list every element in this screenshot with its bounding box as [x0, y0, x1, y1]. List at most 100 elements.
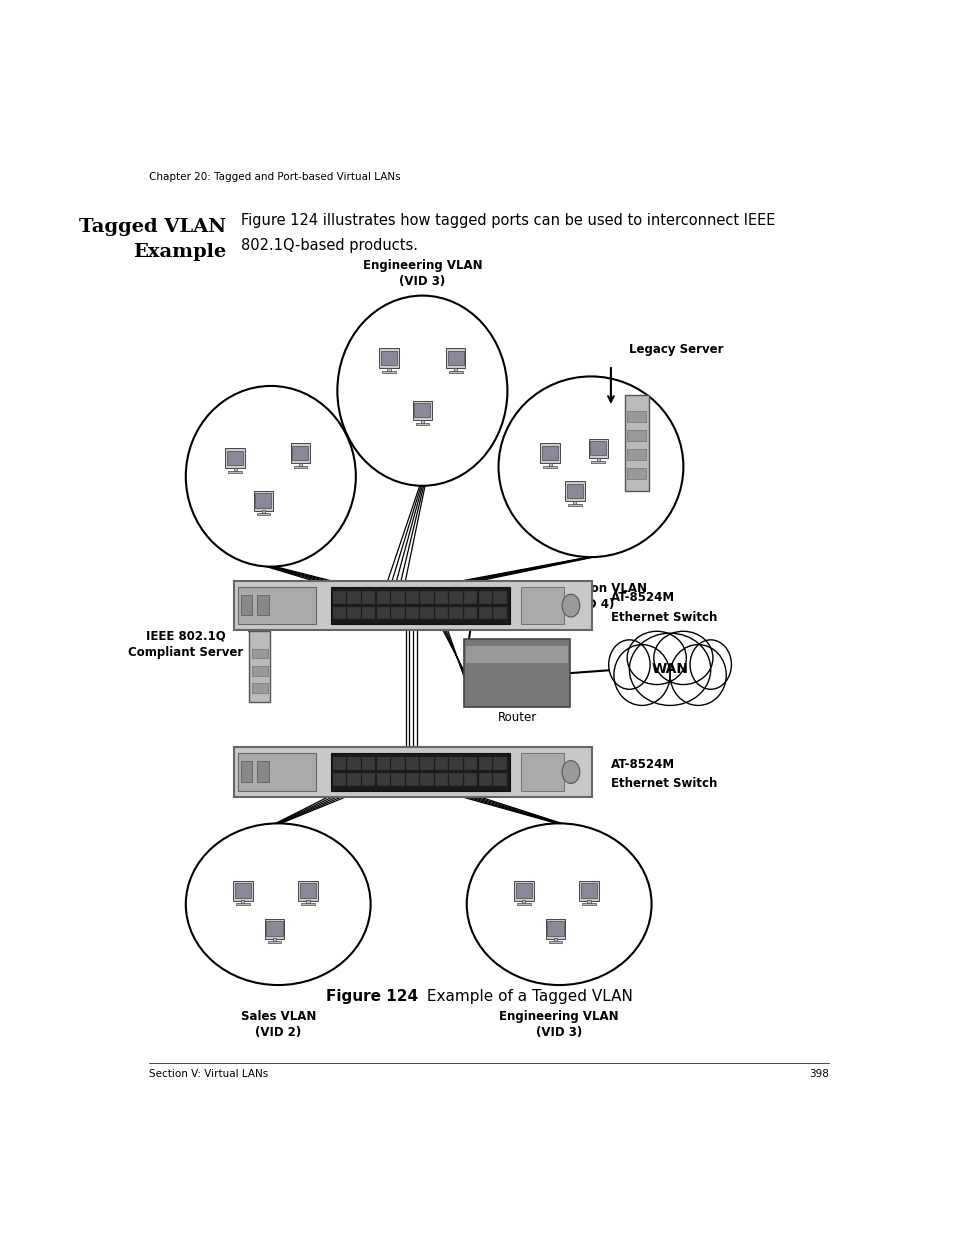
FancyBboxPatch shape [493, 606, 506, 620]
FancyBboxPatch shape [626, 430, 646, 441]
FancyBboxPatch shape [588, 438, 608, 458]
Text: (VID 3): (VID 3) [399, 275, 445, 288]
FancyBboxPatch shape [596, 458, 599, 462]
FancyBboxPatch shape [548, 941, 561, 944]
FancyBboxPatch shape [300, 903, 314, 905]
FancyBboxPatch shape [463, 606, 477, 620]
FancyBboxPatch shape [478, 606, 492, 620]
FancyBboxPatch shape [255, 494, 272, 508]
FancyBboxPatch shape [573, 501, 576, 505]
FancyBboxPatch shape [541, 446, 558, 461]
Text: Production VLAN: Production VLAN [535, 582, 646, 595]
FancyBboxPatch shape [249, 631, 270, 703]
Text: AT-8524M: AT-8524M [610, 758, 675, 771]
FancyBboxPatch shape [626, 448, 646, 461]
FancyBboxPatch shape [540, 443, 559, 463]
Text: Sales VLAN: Sales VLAN [240, 1010, 315, 1023]
FancyBboxPatch shape [240, 595, 252, 615]
FancyBboxPatch shape [420, 420, 424, 424]
FancyBboxPatch shape [240, 761, 252, 782]
Text: WAN: WAN [651, 662, 688, 677]
Ellipse shape [669, 645, 725, 705]
FancyBboxPatch shape [376, 606, 390, 620]
FancyBboxPatch shape [333, 590, 346, 604]
FancyBboxPatch shape [543, 466, 557, 468]
FancyBboxPatch shape [298, 463, 302, 467]
FancyBboxPatch shape [463, 757, 477, 771]
FancyBboxPatch shape [435, 757, 448, 771]
FancyBboxPatch shape [376, 590, 390, 604]
FancyBboxPatch shape [233, 580, 592, 630]
FancyBboxPatch shape [361, 773, 375, 785]
Text: Tagged VLAN: Tagged VLAN [79, 217, 226, 236]
FancyBboxPatch shape [252, 666, 268, 676]
FancyBboxPatch shape [391, 606, 404, 620]
FancyBboxPatch shape [391, 773, 404, 785]
FancyBboxPatch shape [297, 881, 317, 900]
FancyBboxPatch shape [266, 921, 282, 936]
FancyBboxPatch shape [380, 351, 396, 366]
FancyBboxPatch shape [420, 590, 434, 604]
Ellipse shape [689, 640, 731, 689]
Text: Figure 124: Figure 124 [326, 989, 418, 1004]
Text: Sales VLAN: Sales VLAN [233, 592, 308, 605]
FancyBboxPatch shape [387, 368, 391, 372]
FancyBboxPatch shape [333, 773, 346, 785]
Text: Ethernet Switch: Ethernet Switch [610, 777, 717, 790]
Text: Legacy Server: Legacy Server [629, 342, 723, 356]
FancyBboxPatch shape [228, 471, 242, 473]
FancyBboxPatch shape [253, 490, 273, 511]
FancyBboxPatch shape [299, 883, 315, 898]
Text: Router: Router [497, 711, 537, 725]
Circle shape [561, 594, 579, 618]
FancyBboxPatch shape [347, 606, 360, 620]
FancyBboxPatch shape [416, 422, 429, 425]
FancyBboxPatch shape [361, 606, 375, 620]
FancyBboxPatch shape [233, 747, 592, 797]
Text: AT-8524M: AT-8524M [610, 592, 675, 604]
FancyBboxPatch shape [256, 761, 269, 782]
FancyBboxPatch shape [273, 939, 276, 942]
FancyBboxPatch shape [333, 757, 346, 771]
FancyBboxPatch shape [580, 883, 597, 898]
FancyBboxPatch shape [465, 646, 567, 663]
Text: Engineering VLAN: Engineering VLAN [362, 259, 481, 272]
FancyBboxPatch shape [252, 648, 268, 658]
FancyBboxPatch shape [493, 757, 506, 771]
FancyBboxPatch shape [626, 411, 646, 422]
FancyBboxPatch shape [591, 461, 604, 463]
FancyBboxPatch shape [590, 441, 606, 456]
Text: 802.1Q-based products.: 802.1Q-based products. [241, 237, 417, 253]
FancyBboxPatch shape [463, 590, 477, 604]
FancyBboxPatch shape [463, 638, 570, 708]
FancyBboxPatch shape [256, 514, 270, 515]
Circle shape [561, 761, 579, 783]
FancyBboxPatch shape [478, 773, 492, 785]
FancyBboxPatch shape [566, 484, 582, 498]
FancyBboxPatch shape [227, 451, 243, 466]
FancyBboxPatch shape [420, 757, 434, 771]
FancyBboxPatch shape [261, 510, 265, 514]
FancyBboxPatch shape [382, 370, 395, 373]
FancyBboxPatch shape [331, 753, 510, 790]
FancyBboxPatch shape [420, 773, 434, 785]
FancyBboxPatch shape [268, 941, 281, 944]
FancyBboxPatch shape [449, 773, 462, 785]
Text: 398: 398 [808, 1068, 828, 1078]
FancyBboxPatch shape [514, 881, 533, 900]
Text: (VID 2): (VID 2) [248, 608, 294, 621]
FancyBboxPatch shape [233, 881, 253, 900]
Ellipse shape [653, 631, 712, 684]
FancyBboxPatch shape [379, 348, 398, 368]
FancyBboxPatch shape [306, 900, 309, 904]
FancyBboxPatch shape [521, 900, 525, 904]
FancyBboxPatch shape [361, 590, 375, 604]
FancyBboxPatch shape [449, 590, 462, 604]
FancyBboxPatch shape [626, 468, 646, 479]
FancyBboxPatch shape [391, 757, 404, 771]
FancyBboxPatch shape [405, 606, 418, 620]
Text: IEEE 802.1Q: IEEE 802.1Q [146, 630, 226, 642]
FancyBboxPatch shape [256, 595, 269, 615]
FancyBboxPatch shape [624, 395, 648, 490]
FancyBboxPatch shape [435, 606, 448, 620]
